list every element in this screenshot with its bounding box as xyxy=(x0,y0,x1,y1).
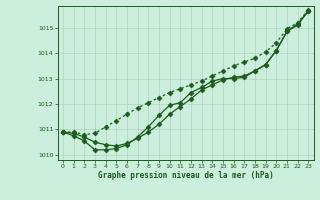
X-axis label: Graphe pression niveau de la mer (hPa): Graphe pression niveau de la mer (hPa) xyxy=(98,171,274,180)
